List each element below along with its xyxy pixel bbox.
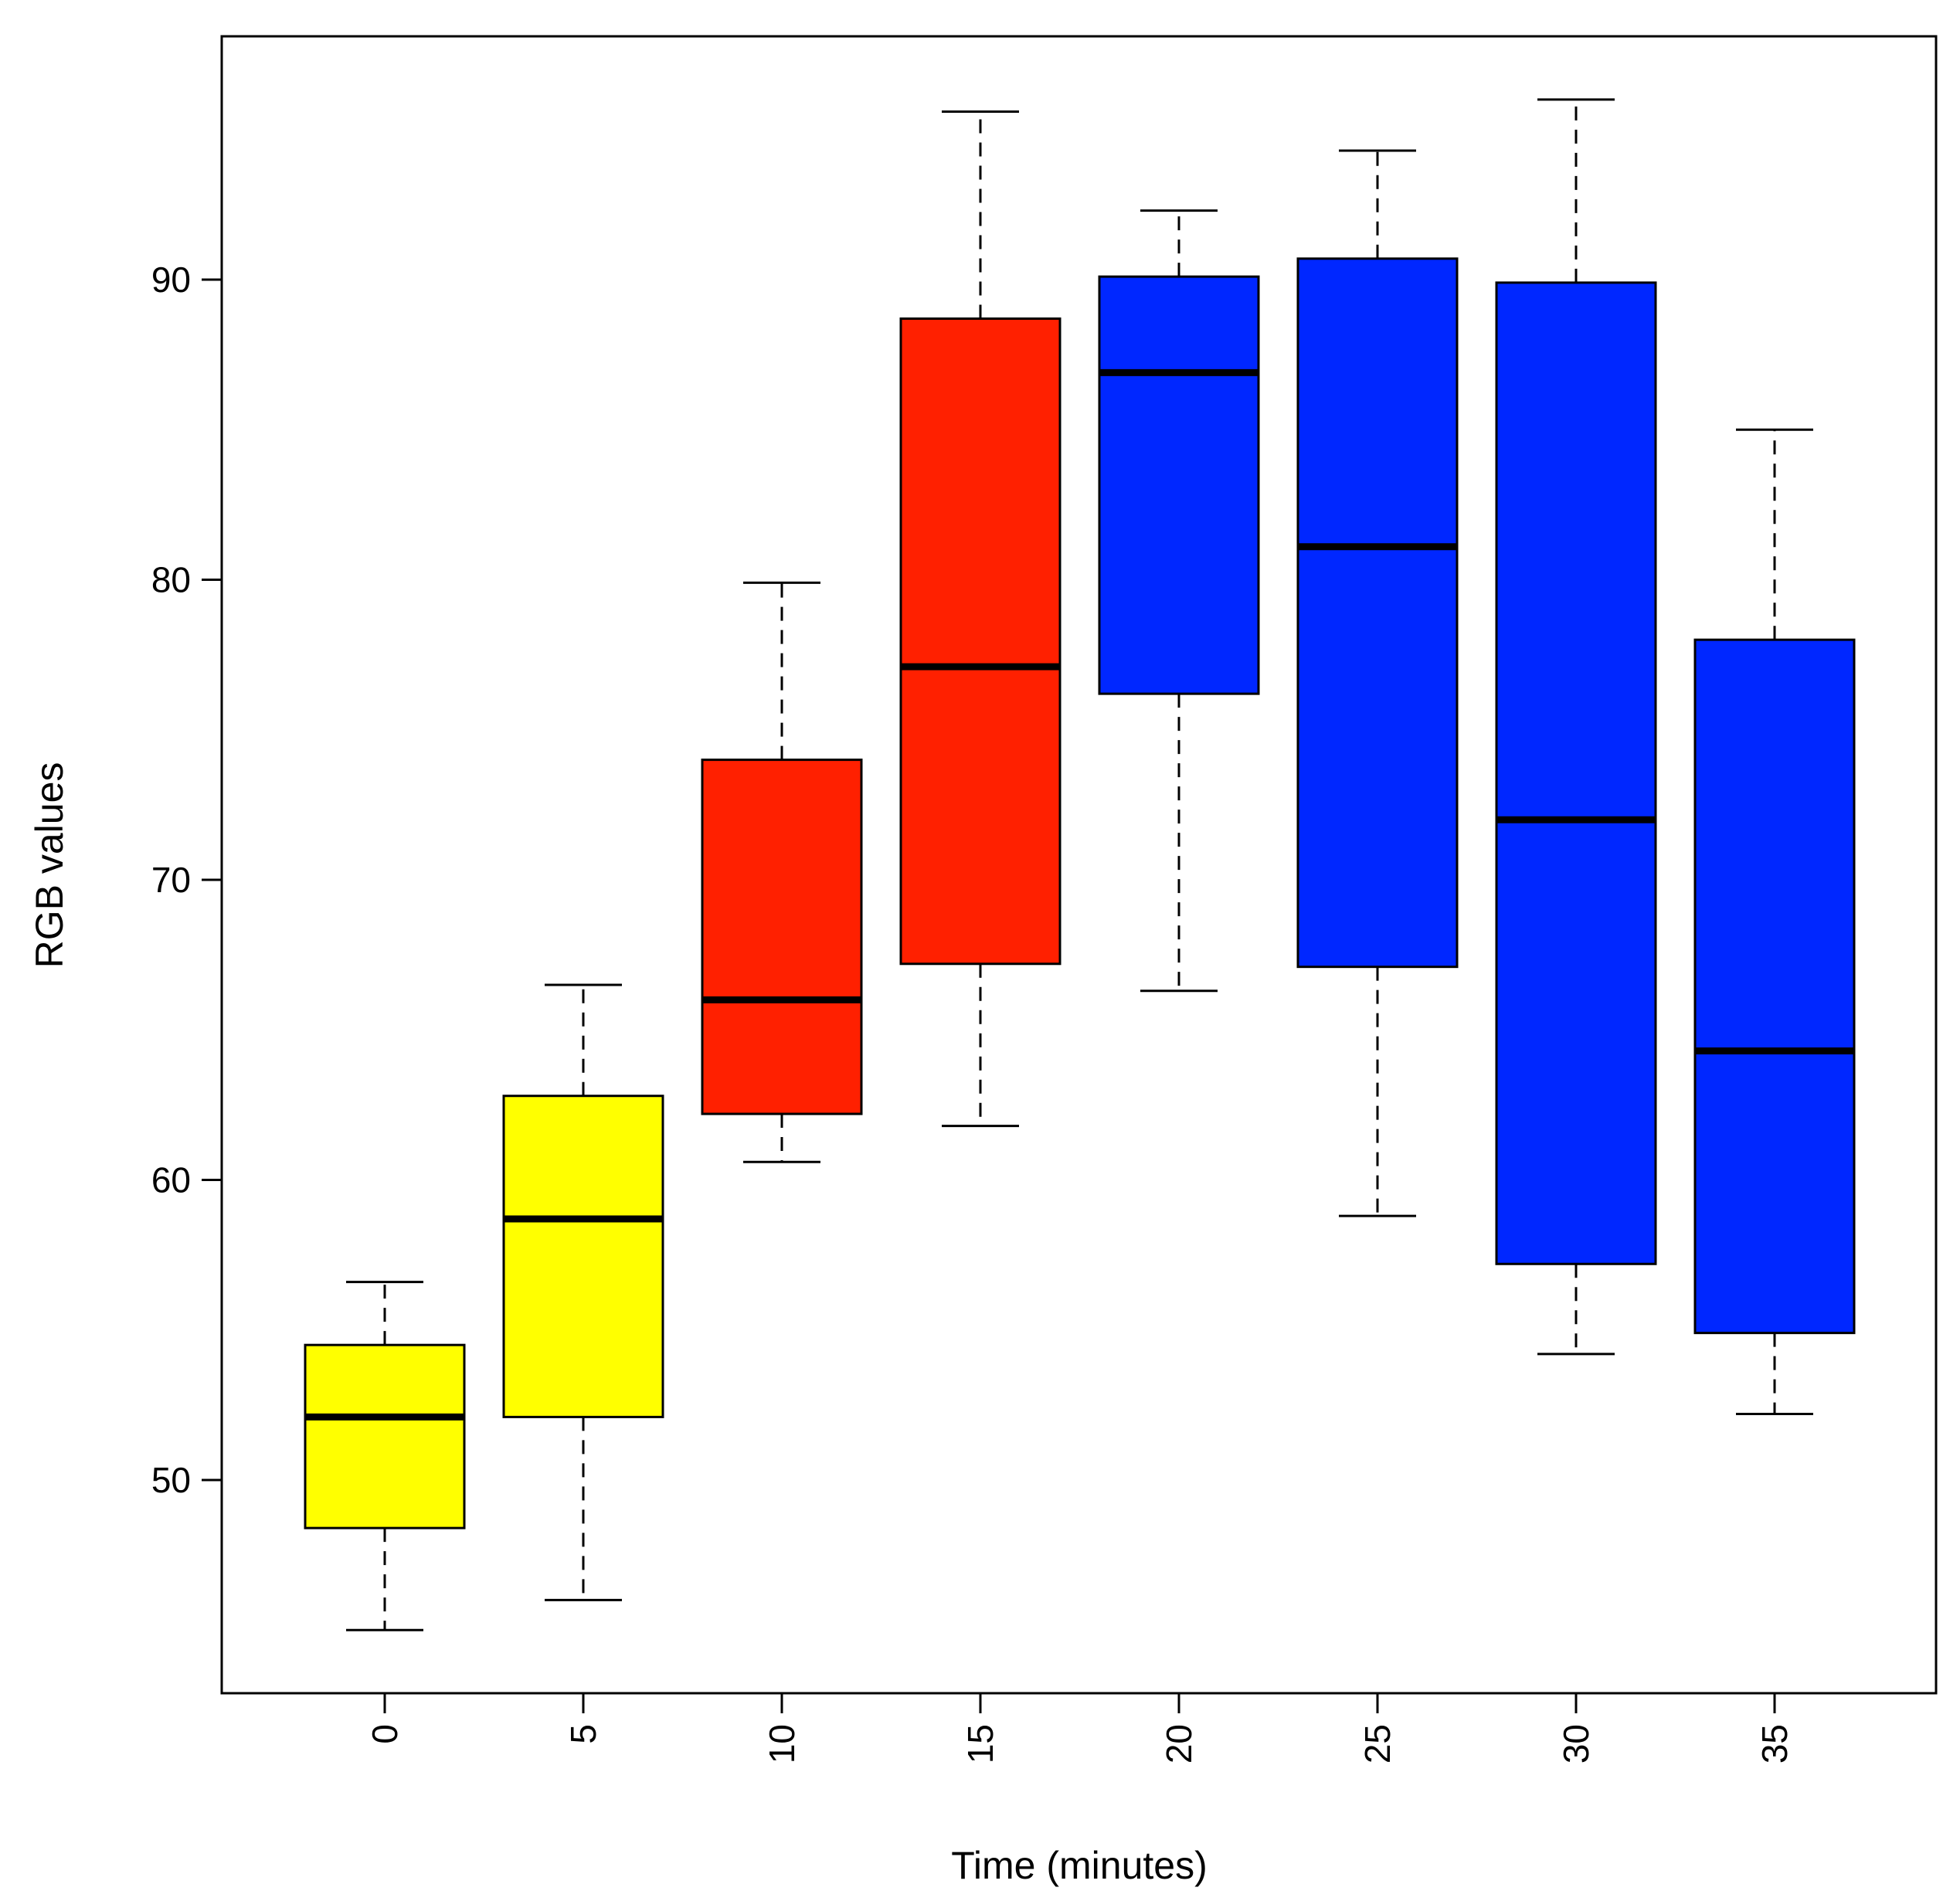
x-tick-label: 0	[365, 1724, 405, 1744]
y-tick-label: 80	[151, 560, 191, 600]
box-group-0	[304, 1281, 466, 1631]
box-group-25	[1296, 149, 1459, 1217]
box-group-35	[1693, 428, 1856, 1416]
box-iqr	[304, 1343, 466, 1529]
box-iqr	[502, 1095, 664, 1418]
x-axis-title: Time (minutes)	[951, 1844, 1208, 1887]
x-tick-label: 25	[1357, 1724, 1398, 1764]
box-group-15	[899, 110, 1062, 1128]
box-iqr	[1098, 275, 1260, 695]
box-iqr	[1296, 257, 1459, 969]
box-iqr	[1693, 638, 1856, 1335]
y-tick-label: 70	[151, 860, 191, 900]
box-group-5	[502, 983, 664, 1601]
box-group-10	[701, 581, 863, 1163]
y-axis-title: RGB values	[28, 762, 71, 969]
box-iqr	[701, 759, 863, 1115]
box-iqr	[1495, 281, 1657, 1265]
x-tick-label: 20	[1159, 1724, 1199, 1764]
plot-frame	[220, 35, 1938, 1695]
x-tick-label: 5	[563, 1724, 603, 1744]
y-tick-label: 90	[151, 260, 191, 300]
box-iqr	[899, 317, 1062, 966]
x-tick-label: 15	[960, 1724, 1000, 1764]
box-group-30	[1495, 98, 1657, 1356]
x-tick-label: 35	[1754, 1724, 1795, 1764]
y-axis: 50 60 70 80 90	[151, 260, 222, 1500]
boxes-layer	[304, 98, 1856, 1631]
y-tick-label: 60	[151, 1160, 191, 1200]
x-axis: 0 5 10 15 20 25 30 35	[365, 1693, 1795, 1764]
x-tick-label: 10	[762, 1724, 802, 1764]
x-tick-label: 30	[1556, 1724, 1596, 1764]
y-tick-label: 50	[151, 1460, 191, 1500]
box-group-20	[1098, 209, 1260, 993]
